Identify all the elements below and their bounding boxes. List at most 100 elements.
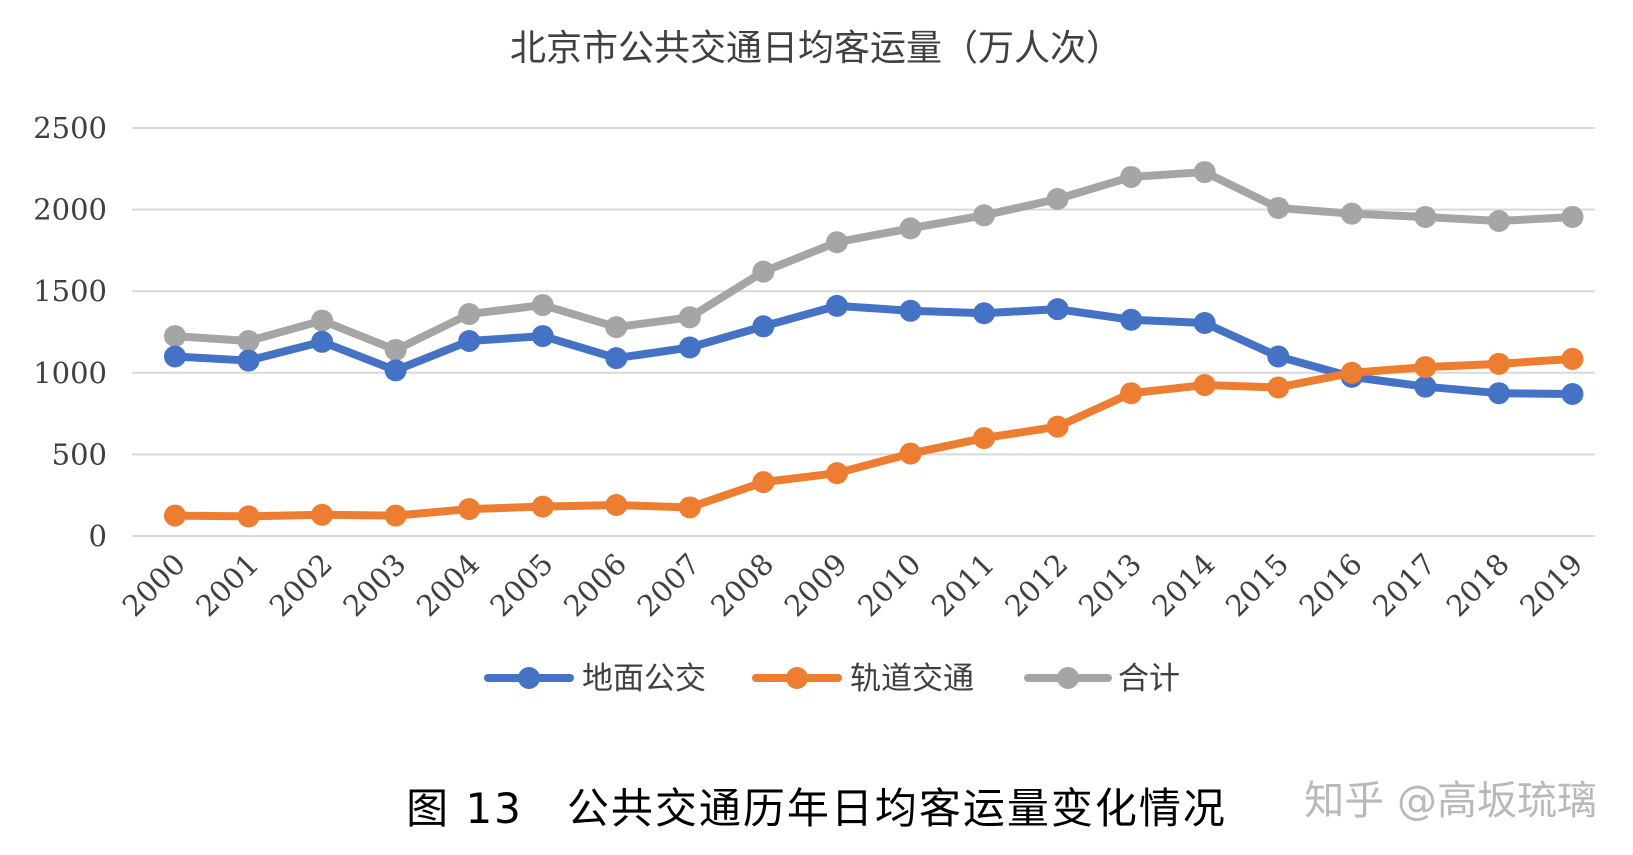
x-tick-label: 2001 [189,547,265,623]
data-point [1120,382,1143,405]
data-point [1487,210,1510,233]
x-tick-label: 2013 [1072,547,1148,623]
series-line [171,168,1577,354]
data-point [384,359,407,382]
data-point [1340,361,1363,384]
legend-swatch-marker [786,667,808,689]
data-point [825,231,848,254]
series-layer [164,161,1584,528]
data-point [1487,382,1510,405]
y-tick-label: 2000 [33,193,107,227]
data-point [458,303,481,326]
data-point [1120,165,1143,188]
data-point [237,329,260,352]
data-point [1487,352,1510,375]
legend: 地面公交 轨道交通 合计 [484,661,1180,697]
x-tick-label: 2016 [1293,547,1369,623]
data-point [458,329,481,352]
data-point [899,299,922,322]
data-point [384,504,407,527]
data-point [1046,187,1069,210]
data-point [899,442,922,465]
data-point [164,345,186,368]
data-point [973,427,996,450]
data-point [678,306,701,329]
x-tick-label: 2018 [1440,547,1516,623]
data-point [1561,383,1584,406]
x-tick-label: 2000 [116,547,192,623]
data-point [825,294,848,317]
gridlines [132,127,1595,537]
data-point [1414,375,1437,398]
data-point [531,495,554,518]
x-tick-label: 2005 [483,547,559,623]
data-point [237,505,260,528]
data-point [237,349,260,372]
legend-item: 合计 [1024,661,1180,697]
data-point [531,325,554,348]
data-point [458,498,481,521]
x-tick-label: 2015 [1219,547,1295,623]
data-point [752,315,775,338]
legend-swatch-marker [1057,667,1079,689]
data-point [825,462,848,485]
data-point [311,503,334,526]
y-tick-label: 0 [89,519,107,553]
x-tick-label: 2003 [336,547,412,623]
y-tick-label: 2500 [33,111,107,145]
data-point [384,338,407,361]
legend-label: 轨道交通 [850,661,974,697]
data-point [1340,202,1363,225]
data-point [531,294,554,317]
x-tick-label: 2014 [1145,547,1221,623]
data-point [678,496,701,519]
data-point [1561,205,1584,228]
data-point [678,336,701,359]
data-point [899,217,922,240]
data-point [1193,312,1216,335]
x-tick-label: 2017 [1366,547,1442,623]
chart-title: 北京市公共交通日均客运量（万人次） [510,28,1122,69]
data-point [311,330,334,353]
series-0 [164,294,1584,406]
legend-label: 合计 [1118,661,1180,697]
series-1 [164,347,1584,528]
data-point [1046,415,1069,438]
y-tick-label: 1500 [33,274,107,308]
legend-item: 地面公交 [484,661,706,697]
data-point [164,504,186,527]
series-line [171,301,1577,399]
x-tick-label: 2004 [410,547,486,623]
x-tick-label: 2008 [704,547,780,623]
watermark: 知乎 @高坂琉璃 [1304,778,1597,824]
data-point [1414,205,1437,228]
legend-label: 地面公交 [582,661,706,697]
data-point [605,347,628,370]
figure-caption: 图 13 公共交通历年日均客运量变化情况 [406,784,1227,833]
series-line [171,354,1577,521]
x-tick-label: 2012 [998,547,1074,623]
data-point [1120,308,1143,331]
y-axis: 0 500 1000 1500 2000 2500 [33,111,107,553]
y-tick-label: 500 [52,437,107,471]
data-point [1561,347,1584,370]
data-point [1267,376,1290,399]
x-tick-label: 2010 [851,547,927,623]
data-point [164,325,186,348]
data-point [752,471,775,494]
data-point [973,204,996,227]
data-point [752,260,775,283]
data-point [605,316,628,339]
x-tick-label: 2007 [631,547,707,623]
data-point [1046,298,1069,321]
data-point [1267,196,1290,219]
x-tick-label: 2006 [557,547,633,623]
x-tick-label: 2011 [925,547,1001,623]
data-point [311,309,334,332]
data-point [605,493,628,516]
x-tick-label: 2019 [1513,547,1589,623]
series-2 [164,161,1584,361]
data-point [1193,374,1216,397]
x-tick-label: 2002 [263,547,339,623]
